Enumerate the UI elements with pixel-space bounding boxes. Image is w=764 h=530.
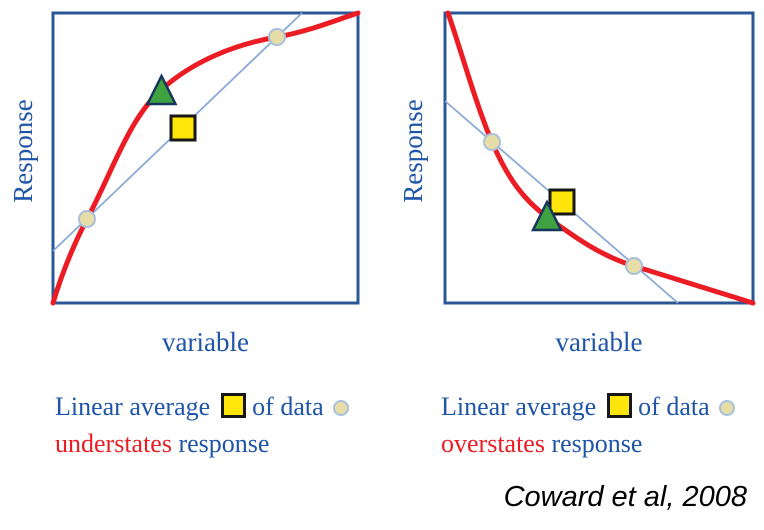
linear-average-square-icon xyxy=(607,393,633,418)
right-caption-tail: response xyxy=(551,429,643,458)
attribution-text: Coward et al, 2008 xyxy=(503,481,747,513)
data-point-circle-icon xyxy=(718,400,735,416)
right-caption-line-2: overstates response xyxy=(441,425,735,462)
right-linear-average-marker xyxy=(548,188,576,216)
left-plot-frame xyxy=(51,11,360,305)
right-plot-frame xyxy=(443,11,755,305)
left-linear-average-marker xyxy=(169,114,197,142)
right-caption-lead: Linear average xyxy=(441,392,597,421)
right-caption-mid: of data xyxy=(638,392,710,421)
left-caption-lead: Linear average xyxy=(55,392,211,421)
right-data-point-upper xyxy=(483,133,501,151)
data-point-circle-icon xyxy=(332,400,349,416)
left-caption: Linear average of data understates respon… xyxy=(55,388,349,462)
left-curve-response-marker xyxy=(145,73,178,106)
right-response-curve xyxy=(445,10,756,306)
left-x-axis-label: variable xyxy=(162,327,249,357)
linear-average-square-icon xyxy=(221,393,247,418)
right-caption: Linear average of data overstates respons… xyxy=(441,388,735,462)
right-data-point-lower xyxy=(625,257,643,275)
right-x-axis-label: variable xyxy=(555,327,643,357)
left-caption-mid: of data xyxy=(252,392,324,421)
left-y-axis-label: Response xyxy=(8,99,38,203)
left-caption-tail: response xyxy=(178,429,270,458)
left-caption-line-2: understates response xyxy=(55,425,349,462)
left-data-point-upper xyxy=(268,28,286,46)
left-panel xyxy=(50,10,361,306)
left-data-point-lower xyxy=(78,210,96,228)
right-curve-response-marker xyxy=(530,199,564,232)
right-panel xyxy=(443,10,756,306)
right-caption-emphasis: overstates xyxy=(441,429,545,458)
left-response-curve xyxy=(50,10,361,306)
left-caption-line-1: Linear average of data xyxy=(55,388,349,425)
right-caption-line-1: Linear average of data xyxy=(441,388,735,425)
left-caption-emphasis: understates xyxy=(55,429,172,458)
right-y-axis-label: Response xyxy=(398,99,428,203)
